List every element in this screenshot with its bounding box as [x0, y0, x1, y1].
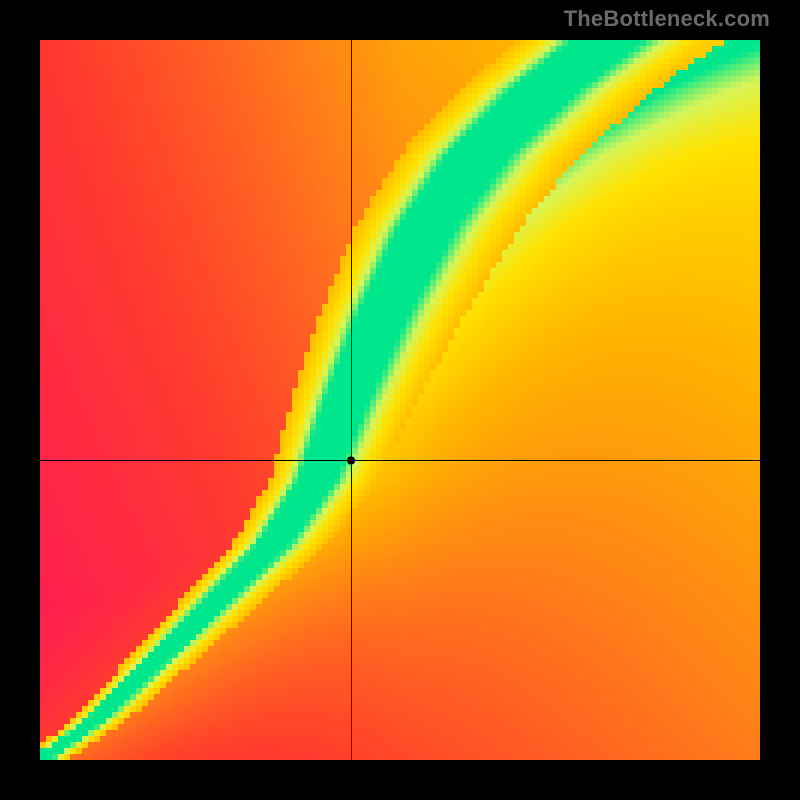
chart-container: TheBottleneck.com: [0, 0, 800, 800]
attribution-text: TheBottleneck.com: [564, 6, 770, 32]
heatmap-canvas: [40, 40, 760, 760]
heatmap-plot: [40, 40, 760, 760]
